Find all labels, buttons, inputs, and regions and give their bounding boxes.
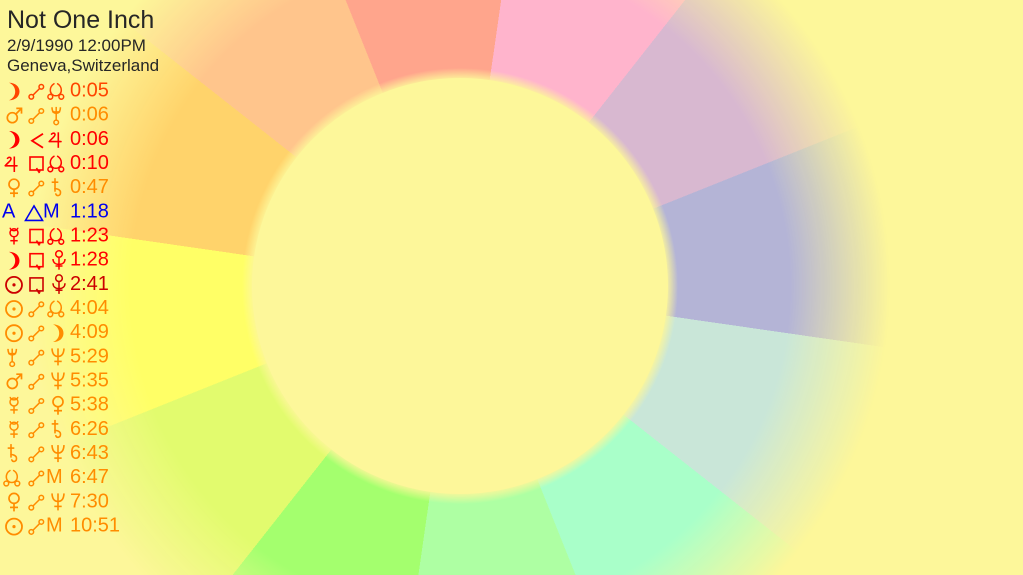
svg-text:5:38: 5:38: [70, 394, 109, 416]
svg-text:0:06: 0:06: [70, 104, 109, 126]
svg-text:1:18: 1:18: [70, 200, 109, 222]
svg-text:6:43: 6:43: [70, 442, 109, 464]
svg-text:10:51: 10:51: [70, 515, 120, 537]
svg-text:5:35: 5:35: [70, 370, 109, 392]
svg-text:5:29: 5:29: [70, 345, 109, 367]
svg-text:A: A: [2, 200, 16, 222]
svg-text:1:23: 1:23: [70, 225, 109, 247]
svg-text:M: M: [43, 200, 60, 222]
svg-text:6:47: 6:47: [70, 466, 109, 488]
svg-text:6:26: 6:26: [70, 418, 109, 440]
svg-text:4:09: 4:09: [70, 321, 109, 343]
svg-text:0:10: 0:10: [70, 152, 109, 174]
svg-text:0:05: 0:05: [70, 80, 109, 102]
svg-text:0:47: 0:47: [70, 176, 109, 198]
svg-text:0:06: 0:06: [70, 128, 109, 150]
svg-text:7:30: 7:30: [70, 490, 109, 512]
svg-text:M: M: [46, 466, 63, 488]
svg-text:1:28: 1:28: [70, 249, 109, 271]
svg-text:4:04: 4:04: [70, 297, 109, 319]
svg-text:M: M: [46, 515, 63, 537]
svg-text:2:41: 2:41: [70, 273, 109, 295]
